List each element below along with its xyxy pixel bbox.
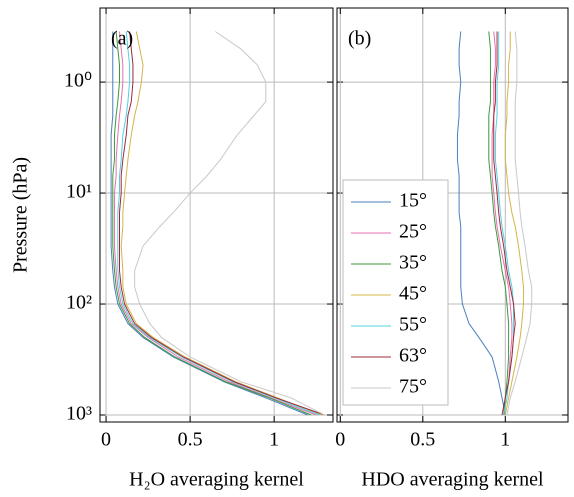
data-line (119, 31, 325, 416)
legend-label: 35° (399, 252, 427, 274)
data-line (488, 31, 510, 416)
legend-label: 63° (399, 345, 427, 367)
data-line (493, 31, 516, 416)
legend-label: 45° (399, 283, 427, 305)
data-line (504, 31, 524, 416)
legend-box (342, 179, 449, 406)
y-tick-label: 10⁰ (64, 70, 92, 92)
data-line (494, 31, 515, 416)
plot-frame (336, 7, 569, 423)
data-line (134, 31, 325, 416)
y-axis-label: Pressure (hPa) (10, 157, 32, 273)
x-tick-label: 0.5 (178, 429, 203, 451)
y-tick-label: 10¹ (66, 181, 92, 203)
data-line (110, 31, 308, 416)
x-axis-label: HDO averaging kernel (361, 469, 544, 491)
panel-label: (a) (111, 28, 133, 50)
data-line (506, 31, 533, 416)
data-line (491, 31, 513, 416)
legend-label: 55° (399, 314, 427, 336)
panel-label: (b) (348, 28, 371, 50)
x-tick-label: 0 (101, 429, 111, 451)
plot-frame (99, 7, 334, 423)
y-tick-label: 10³ (66, 403, 92, 425)
x-tick-label: 1 (500, 429, 510, 451)
x-tick-label: 1 (269, 429, 279, 451)
data-line (456, 31, 506, 416)
legend-label: 15° (399, 190, 427, 212)
legend-label: 75° (399, 376, 427, 398)
data-line (120, 31, 322, 416)
data-line (112, 31, 312, 416)
data-line (117, 31, 320, 416)
x-axis-label: H₂O averaging kernel (129, 469, 304, 491)
x-tick-label: 0.5 (410, 429, 435, 451)
y-tick-label: 10² (66, 292, 92, 314)
legend-label: 25° (399, 221, 427, 243)
x-tick-label: 0 (335, 429, 345, 451)
data-line (113, 31, 317, 416)
